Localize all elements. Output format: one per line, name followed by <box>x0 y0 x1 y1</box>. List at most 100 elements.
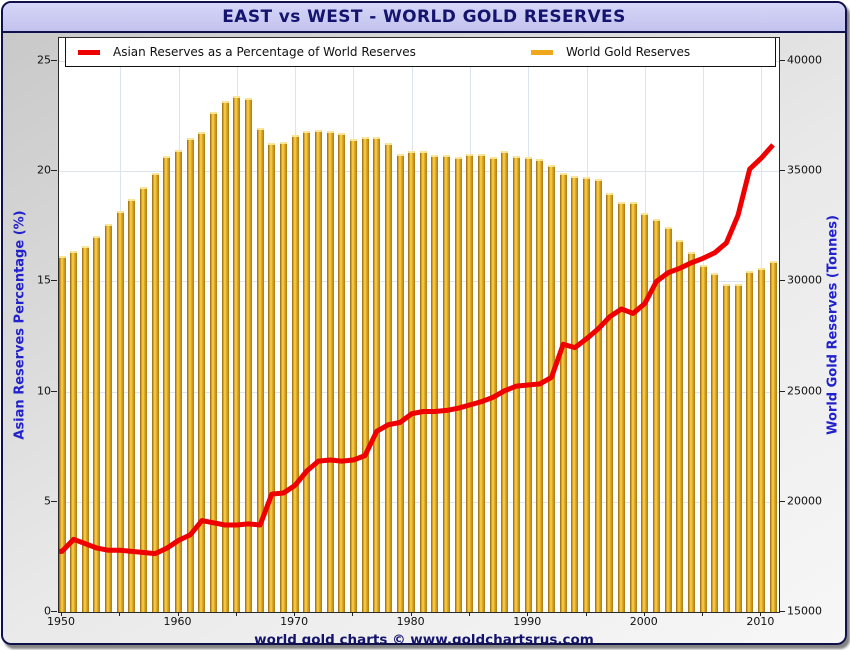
bar-1961 <box>186 138 194 612</box>
bar-1982 <box>431 154 439 612</box>
bar-1976 <box>361 136 369 612</box>
bar-1988 <box>501 151 509 612</box>
x-tick-1995 <box>585 612 587 616</box>
x-tick-label-1970: 1970 <box>280 615 309 628</box>
bar-2001 <box>652 219 660 612</box>
bar-1970 <box>291 134 299 612</box>
bar-2006 <box>711 273 719 612</box>
bar-1971 <box>303 131 311 612</box>
bar-1984 <box>454 156 462 612</box>
x-tick-label-1950: 1950 <box>47 615 75 628</box>
source-caption: world gold charts © www.goldchartsrus.co… <box>254 632 594 645</box>
bar-1966 <box>244 97 252 612</box>
bar-1965 <box>233 96 241 612</box>
left-tick-15 <box>51 280 57 282</box>
bar-2005 <box>699 264 707 612</box>
asian-percentage-polyline <box>59 143 775 557</box>
x-tick-label-2000: 2000 <box>629 615 658 628</box>
bar-1955 <box>116 210 124 612</box>
bar-1954 <box>105 224 113 612</box>
left-tick-5 <box>51 500 57 502</box>
bar-1998 <box>617 202 625 612</box>
bar-2009 <box>746 271 754 612</box>
red-line-swatch-icon <box>78 49 100 55</box>
bar-1960 <box>175 150 183 612</box>
x-tick-label-2010: 2010 <box>746 615 775 628</box>
left-tick-label-5: 5 <box>44 494 51 508</box>
bar-1972 <box>314 129 322 612</box>
bar-2008 <box>734 283 742 612</box>
x-tick-label-1980: 1980 <box>396 615 425 628</box>
hgridline-5 <box>59 501 779 503</box>
bar-1994 <box>571 176 579 612</box>
chart-title: EAST vs WEST - WORLD GOLD RESERVES <box>222 7 626 27</box>
x-tick-label-1990: 1990 <box>513 615 542 628</box>
left-axis-title: Asian Reserves Percentage (%) <box>12 210 28 440</box>
bar-1967 <box>256 128 264 612</box>
gold-reserves-bars <box>58 38 779 612</box>
bar-1973 <box>326 130 334 612</box>
bar-1956 <box>128 199 136 612</box>
bar-2000 <box>641 213 649 612</box>
left-tick-10 <box>51 390 57 392</box>
right-tick-40000 <box>779 60 785 62</box>
bar-1962 <box>198 131 206 612</box>
x-tick-1985 <box>468 612 470 616</box>
asian-percentage-line <box>59 143 775 557</box>
right-tick-30000 <box>779 280 785 282</box>
bar-1975 <box>349 139 357 612</box>
bar-1999 <box>629 202 637 612</box>
x-tick-2010 <box>760 612 762 616</box>
left-tick-label-20: 20 <box>37 163 51 177</box>
bar-2003 <box>676 239 684 612</box>
right-tick-35000 <box>779 170 785 172</box>
bar-1993 <box>559 172 567 612</box>
right-tick-25000 <box>779 390 785 392</box>
bar-1959 <box>163 156 171 612</box>
right-tick-label-20000: 20000 <box>787 494 822 508</box>
bar-1974 <box>338 133 346 612</box>
right-tick-label-40000: 40000 <box>787 53 822 67</box>
bar-1983 <box>443 155 451 612</box>
bar-2010 <box>757 268 765 612</box>
bar-1992 <box>548 165 556 612</box>
left-tick-label-10: 10 <box>37 384 51 398</box>
hgridline-20 <box>59 171 779 173</box>
bar-2002 <box>664 227 672 612</box>
legend-box: Asian Reserves as a Percentage of World … <box>65 38 776 67</box>
hgridline-10 <box>59 391 779 393</box>
x-tick-label-1960: 1960 <box>163 615 192 628</box>
title-bar: EAST vs WEST - WORLD GOLD RESERVES <box>3 3 845 33</box>
bar-1995 <box>583 177 590 612</box>
bar-2007 <box>722 283 730 612</box>
bar-1980 <box>408 151 416 612</box>
bar-1950 <box>58 256 66 612</box>
legend-label: World Gold Reserves <box>566 45 691 59</box>
gold-bar-swatch-icon <box>531 49 553 55</box>
bar-1963 <box>210 112 218 612</box>
bar-1958 <box>151 172 159 612</box>
right-tick-label-25000: 25000 <box>787 384 822 398</box>
x-tick-1970 <box>294 612 296 616</box>
x-tick-1990 <box>527 612 529 616</box>
right-tick-15000 <box>779 611 785 612</box>
bar-1979 <box>396 154 404 612</box>
bar-2011 <box>769 260 777 612</box>
bar-1996 <box>594 179 602 612</box>
left-tick-25 <box>51 60 57 62</box>
left-tick-20 <box>51 170 57 172</box>
bar-1997 <box>606 193 614 612</box>
bar-1986 <box>478 154 486 612</box>
right-tick-label-35000: 35000 <box>787 163 822 177</box>
left-tick-0 <box>51 611 57 612</box>
legend-item-asian-percentage: Asian Reserves as a Percentage of World … <box>78 45 416 59</box>
x-tick-1960 <box>177 612 179 616</box>
legend-label: Asian Reserves as a Percentage of World … <box>113 45 416 59</box>
legend-item-world-gold: World Gold Reserves <box>531 45 690 59</box>
bar-1957 <box>140 186 148 612</box>
x-tick-2005 <box>702 612 704 616</box>
right-axis-title: World Gold Reserves (Tonnes) <box>825 215 841 435</box>
x-tick-1965 <box>235 612 237 616</box>
bar-1978 <box>384 142 392 612</box>
